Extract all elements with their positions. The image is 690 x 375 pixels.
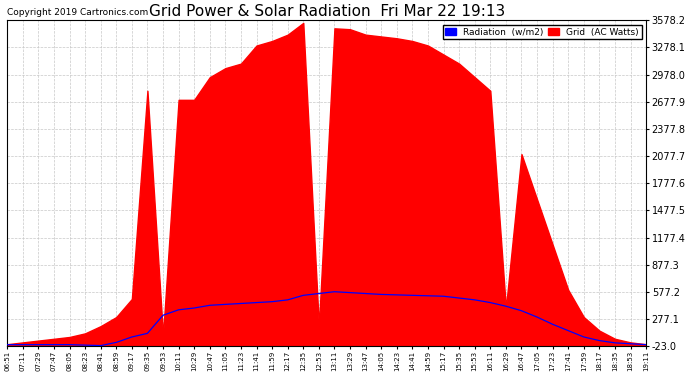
Title: Grid Power & Solar Radiation  Fri Mar 22 19:13: Grid Power & Solar Radiation Fri Mar 22 …: [148, 4, 505, 19]
Legend: Radiation  (w/m2), Grid  (AC Watts): Radiation (w/m2), Grid (AC Watts): [442, 25, 642, 39]
Text: Copyright 2019 Cartronics.com: Copyright 2019 Cartronics.com: [7, 8, 148, 17]
